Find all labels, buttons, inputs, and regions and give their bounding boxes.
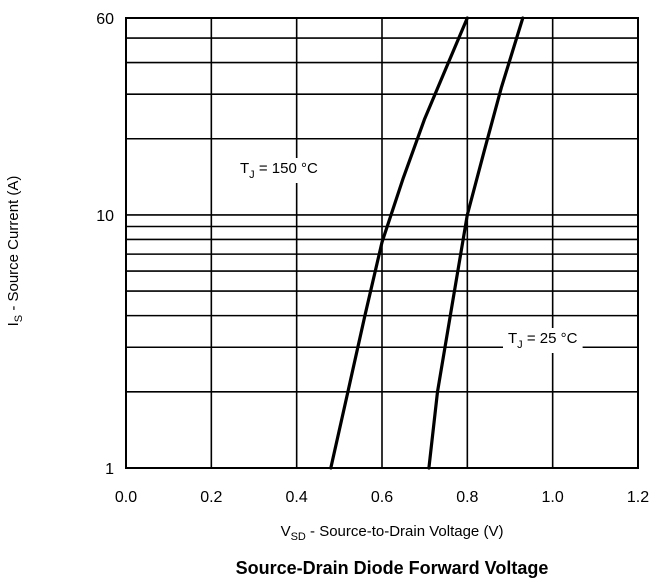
y-tick-label: 60 [96,11,114,28]
plot-frame [125,17,639,469]
series-line-1 [427,16,525,470]
x-tick-label: 1.2 [627,489,649,506]
chart-title: Source-Drain Diode Forward Voltage [236,558,549,578]
grid-lines [126,18,638,468]
x-tick-label: 0.8 [456,489,478,506]
series-label-bg-150 [235,158,323,183]
series-layer [329,16,525,470]
series-label-25: TJ = 25 °C [508,330,578,351]
x-tick-label: 0.4 [286,489,308,506]
x-tick-labels: 0.0 0.2 0.4 0.6 0.8 1.0 1.2 [115,489,649,506]
y-tick-label: 10 [96,208,114,225]
x-tick-label: 1.0 [542,489,564,506]
series-line-0 [329,16,469,470]
y-tick-label: 1 [105,461,114,478]
x-tick-label: 0.6 [371,489,393,506]
y-tick-labels: 1 10 60 [96,11,114,478]
series-label-150: TJ = 150 °C [240,160,318,181]
x-tick-label: 0.2 [200,489,222,506]
y-axis-label: IS - Source Current (A) [5,176,25,327]
x-tick-label: 0.0 [115,489,137,506]
x-axis-label: VSD - Source-to-Drain Voltage (V) [281,523,504,543]
series-label-bg-25 [503,328,583,353]
